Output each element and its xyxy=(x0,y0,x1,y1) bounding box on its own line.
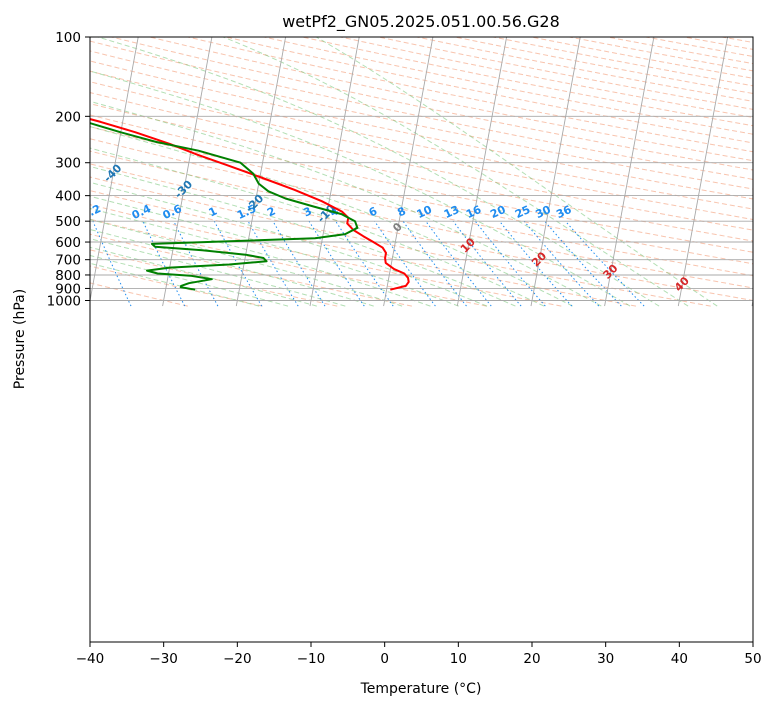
dry-adiabat xyxy=(90,163,753,302)
dry-adiabat xyxy=(90,92,753,231)
mixing-ratio-label: 25 xyxy=(513,203,532,221)
mixing-ratio-label: 36 xyxy=(554,203,574,221)
x-tick-label: −10 xyxy=(297,651,326,667)
moist-adiabat xyxy=(90,165,516,307)
x-tick-label: 20 xyxy=(523,651,540,667)
y-tick-label: 500 xyxy=(55,214,81,230)
isotherm xyxy=(309,37,360,307)
x-tick-label: 30 xyxy=(597,651,614,667)
mixing-ratio-line xyxy=(272,220,326,307)
dry-adiabat xyxy=(90,40,753,180)
x-tick-label: −40 xyxy=(76,651,105,667)
dry-adiabat xyxy=(90,114,753,253)
dry-adiabat xyxy=(149,37,753,162)
temperature-profile xyxy=(90,118,410,291)
sounding-profiles xyxy=(90,118,410,291)
dry-adiabat xyxy=(187,37,753,153)
dry-adiabat xyxy=(90,50,753,190)
mixing-ratio-line xyxy=(142,220,186,307)
mixing-ratio-line xyxy=(213,220,263,307)
mixing-ratio-line xyxy=(452,220,522,307)
axes: −40 −30 −20 −10 0 10 20 30 40 50 100 200 300 400 500 60… xyxy=(47,30,762,667)
dry-adiabat xyxy=(90,233,412,307)
moist-adiabat xyxy=(90,218,403,307)
mixing-ratio-line xyxy=(544,220,622,307)
isotherm xyxy=(162,37,213,307)
dry-adiabat xyxy=(90,126,753,265)
pressure-gridlines xyxy=(90,37,753,301)
moist-adiabat xyxy=(90,147,545,307)
x-tick-label: 50 xyxy=(744,651,761,667)
dry-adiabat xyxy=(90,265,263,307)
y-tick-label: 200 xyxy=(55,109,81,125)
x-tick-label: 0 xyxy=(380,651,389,667)
isotherm xyxy=(530,37,581,307)
dry-adiabat xyxy=(90,150,753,289)
moist-adiabat xyxy=(90,70,631,307)
mixing-ratio-label: 20 xyxy=(488,203,508,221)
dry-adiabat xyxy=(90,249,338,307)
x-tick-label: −30 xyxy=(149,651,178,667)
dry-adiabat xyxy=(90,60,753,200)
y-axis-title: Pressure (hPa) xyxy=(12,289,28,389)
dry-adiabat xyxy=(111,37,753,171)
moist-adiabat xyxy=(90,228,374,307)
moist-adiabat xyxy=(90,100,602,307)
mixing-ratio-label: 13 xyxy=(442,203,461,221)
plot-frame xyxy=(89,36,754,643)
moist-adiabat xyxy=(90,195,459,307)
dry-adiabat xyxy=(90,218,487,307)
isotherm xyxy=(90,37,139,304)
x-tick-label: 10 xyxy=(450,651,467,667)
mixing-ratio-line xyxy=(374,220,436,307)
x-axis-title: Temperature (°C) xyxy=(360,681,482,697)
dry-adiabat xyxy=(90,103,753,242)
isotherm xyxy=(677,37,729,307)
dry-adiabat xyxy=(90,176,711,307)
dry-adiabat xyxy=(90,70,753,210)
isotherms xyxy=(90,37,753,307)
moist-adiabat xyxy=(223,37,689,307)
y-tick-label: 700 xyxy=(55,253,81,269)
chart-title: wetPf2_GN05.2025.051.00.56.G28 xyxy=(282,12,560,32)
y-tick-label: 600 xyxy=(55,235,81,251)
mixing-ratio-label: 10 xyxy=(415,203,435,221)
moist-adiabat xyxy=(90,126,573,307)
y-tick-label: 100 xyxy=(55,30,81,46)
x-tick-label: 40 xyxy=(671,651,688,667)
isotherm xyxy=(456,37,508,307)
y-tick-label: 1000 xyxy=(47,294,81,310)
mixing-ratio-line xyxy=(402,220,467,307)
isotherm xyxy=(383,37,434,307)
y-tick-label: 300 xyxy=(55,156,81,172)
isotherm xyxy=(604,37,655,307)
moist-adiabat xyxy=(97,37,660,307)
moist-adiabats xyxy=(90,37,718,307)
isotherm xyxy=(235,37,287,307)
moist-adiabat xyxy=(90,181,488,307)
dry-adiabat xyxy=(90,204,562,307)
dewpoint-profile xyxy=(90,122,359,291)
x-tick-label: −20 xyxy=(223,651,252,667)
plot-area: 0.10.20.40.611.52346810131620253036-100-… xyxy=(90,37,753,307)
mixing-ratio-line xyxy=(308,220,365,307)
y-tick-label: 400 xyxy=(55,189,81,205)
y-tick-label: 800 xyxy=(55,268,81,284)
moist-adiabat xyxy=(90,207,431,307)
dry-adiabat xyxy=(90,81,753,220)
moist-adiabat xyxy=(316,37,718,307)
dry-adiabat xyxy=(90,282,188,307)
mixing-ratio-label: 16 xyxy=(464,203,484,221)
mixing-ratio-label: 30 xyxy=(534,203,554,221)
y-tick-label: 900 xyxy=(55,281,81,297)
